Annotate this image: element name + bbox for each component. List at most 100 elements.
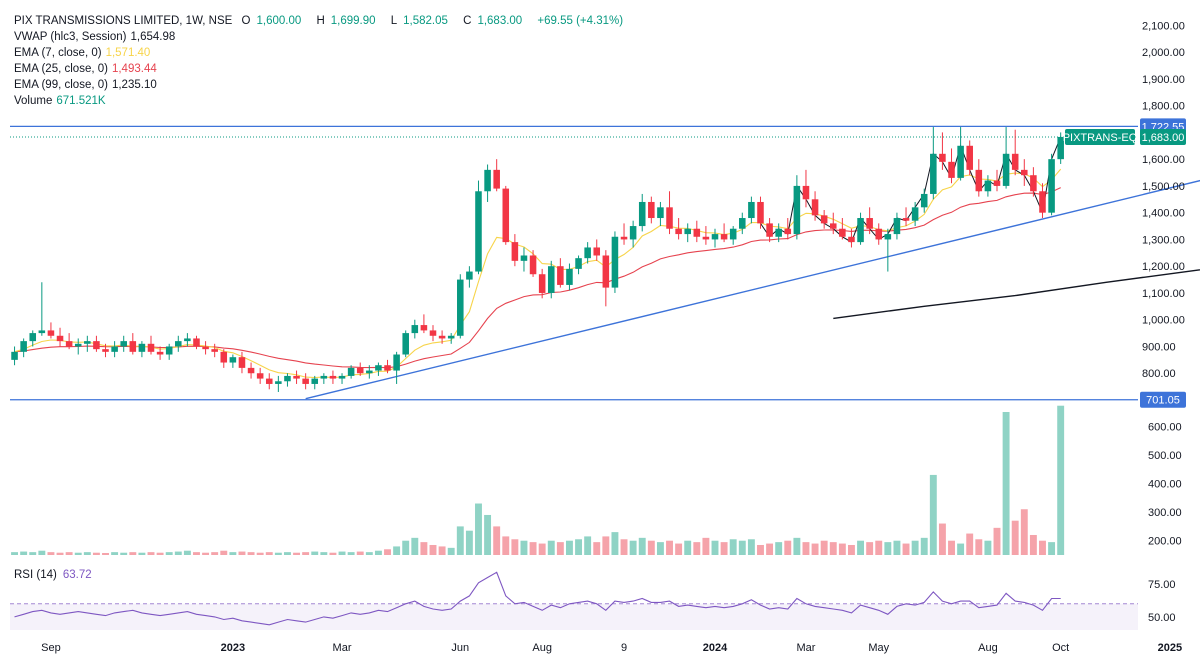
candle — [629, 220, 637, 248]
candle-body — [175, 341, 182, 347]
volume-bar — [374, 550, 382, 555]
candle-body — [602, 255, 610, 288]
rsi-legend[interactable]: RSI (14) 63.72 — [14, 569, 92, 581]
candle — [1021, 159, 1028, 186]
candle-body — [47, 330, 55, 336]
candle-body — [466, 271, 473, 280]
candle-body — [284, 375, 291, 382]
candle-body — [584, 247, 591, 259]
indicator-ema25[interactable]: EMA (25, close, 0) 1,493.44 — [14, 61, 629, 77]
volume-bar — [74, 552, 82, 555]
volume-bar — [29, 552, 37, 555]
candle-body — [638, 201, 646, 227]
indicator-value: 1,654.98 — [130, 31, 176, 43]
indicator-volume[interactable]: Volume 671.521K — [14, 93, 629, 109]
candle-body — [265, 378, 273, 384]
candle — [311, 375, 319, 390]
volume-bar — [420, 542, 428, 555]
candle-body — [566, 268, 573, 285]
candle — [975, 159, 983, 197]
candle-body — [138, 343, 146, 352]
time-tick-label: Mar — [333, 642, 352, 654]
volume-bar — [347, 552, 355, 555]
badge-last-price: 1,683.00 — [1140, 128, 1186, 145]
low-value: 1,582.05 — [403, 15, 448, 27]
candle — [547, 260, 555, 299]
candle-body — [320, 375, 328, 379]
volume-bar — [265, 552, 273, 555]
time-tick-label: 9 — [621, 642, 627, 654]
volume-bar — [411, 537, 419, 555]
candle-body — [711, 234, 719, 240]
high-label: H — [316, 15, 325, 27]
volume-bar — [656, 542, 664, 555]
volume-bar — [720, 542, 728, 555]
candle — [411, 319, 419, 339]
candle-body — [20, 341, 27, 352]
low-label: L — [390, 15, 398, 27]
candle — [829, 212, 837, 235]
candle-body — [620, 236, 628, 240]
candle — [1057, 132, 1064, 164]
candle-body — [493, 169, 500, 189]
time-tick-label: May — [868, 642, 889, 654]
time-tick-label: Sep — [41, 642, 61, 654]
candle — [402, 330, 409, 358]
candle-body — [829, 223, 837, 229]
candle-body — [293, 375, 300, 379]
indicator-label: EMA (25, close, 0) — [14, 63, 108, 75]
candle — [284, 373, 291, 387]
candle — [939, 132, 946, 170]
candle-body — [311, 378, 319, 384]
candle — [493, 159, 500, 192]
volume-bar — [993, 527, 1001, 555]
volume-bar — [511, 539, 519, 555]
volume-bar — [302, 552, 310, 555]
candles — [11, 127, 1064, 392]
candle-body — [84, 341, 91, 344]
candle-body — [329, 375, 337, 379]
candle-body — [184, 338, 191, 342]
volume-bar — [365, 552, 373, 555]
volume-bar — [938, 523, 946, 555]
volume-bar — [775, 542, 783, 555]
candle-body — [366, 370, 373, 374]
volume-bar — [293, 552, 301, 555]
volume-bar — [1039, 540, 1046, 555]
candle-body — [220, 351, 228, 363]
badge-last-price-text: 1,683.00 — [1142, 132, 1185, 144]
candle-body — [120, 341, 127, 347]
indicator-vwap[interactable]: VWAP (hlc3, Session) 1,654.98 — [14, 29, 629, 45]
indicator-label: VWAP (hlc3, Session) — [14, 31, 127, 43]
volume-bar — [766, 543, 774, 555]
time-axis: Sep 2023 Mar Jun Aug 9 2024 Mar May Aug Oct 2025 — [41, 642, 1182, 654]
candle — [729, 226, 737, 245]
indicator-ema99[interactable]: EMA (99, close, 0) 1,235.10 — [14, 77, 629, 93]
candle — [757, 196, 764, 229]
candle — [866, 207, 873, 235]
price-tick-label: 800.00 — [1142, 368, 1176, 380]
candle-body — [29, 333, 37, 342]
candle-body — [930, 153, 937, 194]
candle — [611, 231, 619, 293]
candle — [193, 335, 200, 350]
candle — [984, 175, 992, 197]
candle-body — [275, 381, 282, 384]
candle-body — [802, 185, 810, 200]
trendline-layer — [305, 179, 1200, 400]
candle — [65, 333, 73, 350]
volume-bar — [438, 546, 446, 555]
candle-body — [920, 193, 928, 208]
candle-body — [256, 373, 264, 379]
badge-support-bg — [1140, 391, 1186, 408]
symbol-title[interactable]: PIX TRANSMISSIONS LIMITED, 1W, NSE — [14, 15, 233, 27]
badge-support-text: 701.05 — [1146, 395, 1180, 407]
indicator-ema7[interactable]: EMA (7, close, 0) 1,571.40 — [14, 45, 629, 61]
candle — [675, 218, 682, 240]
candle-body — [629, 226, 637, 240]
volume-bar — [156, 552, 164, 555]
candle-body — [302, 378, 309, 384]
candle — [993, 169, 1001, 192]
